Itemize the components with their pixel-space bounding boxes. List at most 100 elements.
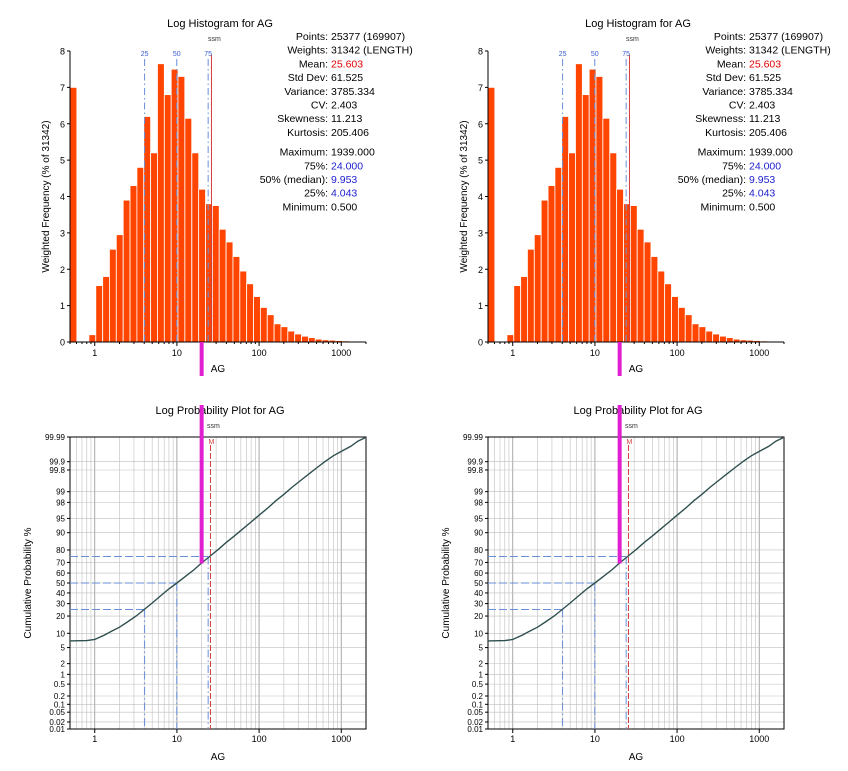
probability-left-y-tick-label: 80 <box>56 546 65 555</box>
histogram-left-bar <box>233 257 240 342</box>
histogram-right-mean-label: ssm <box>626 36 639 43</box>
histogram-left-y-tick-label: 0 <box>60 338 65 348</box>
histogram-right-bar <box>658 271 665 342</box>
histogram-right-bar <box>541 200 548 342</box>
probability-right-y-tick-label: 99.8 <box>467 466 483 475</box>
stat-label: Skewness: <box>695 113 746 125</box>
histogram-right-ylabel: Weighted Frequency (% of 31342) <box>459 120 470 272</box>
probability-left-x-tick-label: 10 <box>172 734 182 744</box>
stat-label: Points: <box>296 31 328 43</box>
stat-label: Std Dev: <box>706 72 746 84</box>
histogram-left-y-tick-label: 4 <box>60 192 65 202</box>
probability-left-y-tick-label: 20 <box>56 612 65 621</box>
histogram-right-bar <box>630 206 637 342</box>
histogram-left-bar <box>308 338 315 342</box>
stat-label: Points: <box>714 31 746 43</box>
histogram-left-y-tick-label: 3 <box>60 228 65 238</box>
histogram-right-y-tick-label: 3 <box>478 228 483 238</box>
histogram-left-bar <box>281 327 288 342</box>
probability-right-y-tick-label: 60 <box>474 569 483 578</box>
probability-left-y-tick-label: 10 <box>56 629 65 638</box>
histogram-right-bar <box>548 186 555 342</box>
probability-left-y-tick-label: 30 <box>56 600 65 609</box>
probability-left-y-tick-label: 40 <box>56 589 65 598</box>
histogram-left-xlabel: AG <box>211 364 226 375</box>
histogram-left-bar <box>260 307 267 342</box>
probability-left-y-tick-label: 99.99 <box>45 433 66 442</box>
probability-right-ylabel: Cumulative Probability % <box>441 527 452 638</box>
stat-label: 50% (median): <box>260 174 328 186</box>
histogram-right-bar <box>569 153 576 342</box>
histogram-left-bar <box>199 189 206 342</box>
probability-left-y-tick-label: 70 <box>56 558 65 567</box>
histogram-right-bar <box>514 286 521 342</box>
probability-right-y-tick-label: 99 <box>474 488 483 497</box>
probability-left-x-tick-label: 1000 <box>331 734 351 744</box>
probability-right-y-tick-label: 0.5 <box>472 680 484 689</box>
stat-label: Maximum: <box>280 147 328 159</box>
stat-label: Minimum: <box>700 201 746 213</box>
histogram-left-bar <box>302 336 309 342</box>
stat-value: 25.603 <box>749 58 781 70</box>
histogram-left-bar <box>151 153 158 342</box>
histogram-left-bar <box>192 153 199 342</box>
histogram-right-bar <box>603 118 610 342</box>
stat-label: 50% (median): <box>678 174 746 186</box>
probability-right-y-tick-label: 98 <box>474 498 483 507</box>
stat-label: 75%: <box>722 160 746 172</box>
probability-right-y-tick-label: 10 <box>474 629 483 638</box>
histogram-right-bar <box>692 324 699 342</box>
histogram-right-bar <box>617 189 624 342</box>
probability-left-y-tick-label: 0.1 <box>54 700 66 709</box>
histogram-right-y-tick-label: 0 <box>478 338 483 348</box>
stat-value: 1939.000 <box>749 147 793 159</box>
histogram-right-xlabel: AG <box>629 364 644 375</box>
histogram-right-bar <box>672 297 679 342</box>
histogram-left-y-tick-label: 6 <box>60 119 65 129</box>
stat-value: 25377 (169907) <box>749 31 823 43</box>
histogram-left-x-tick-label: 10 <box>172 348 182 358</box>
probability-right-xlabel: AG <box>629 752 644 763</box>
stat-value: 61.525 <box>749 72 781 84</box>
histogram-left-y-tick-label: 2 <box>60 265 65 275</box>
stat-label: Maximum: <box>698 147 746 159</box>
probability-left-y-tick-label: 99.8 <box>49 466 65 475</box>
histogram-right-bar <box>685 315 692 342</box>
histogram-left-bar <box>130 186 137 342</box>
probability-left-y-tick-label: 60 <box>56 569 65 578</box>
stat-value: 4.043 <box>331 188 357 200</box>
histogram-left-bar <box>295 334 302 342</box>
stat-label: Weights: <box>705 45 746 57</box>
histogram-left-bar <box>288 331 295 342</box>
histogram-left-x-tick-label: 100 <box>252 348 267 358</box>
histogram-right-bar <box>575 64 582 342</box>
histogram-left-y-tick-label: 5 <box>60 156 65 166</box>
stat-label: CV: <box>729 100 746 112</box>
probability-left-y-tick-label: 2 <box>61 660 66 669</box>
histogram-left-bar <box>254 297 261 342</box>
probability-right-y-tick-label: 80 <box>474 546 483 555</box>
probability-left-y-tick-label: 95 <box>56 514 65 523</box>
histogram-right-bar <box>610 153 617 342</box>
probability-right-group: Log Probability Plot for AGAGCumulative … <box>441 405 784 763</box>
histogram-left-bar <box>274 324 281 342</box>
histogram-left-bar <box>240 271 247 342</box>
histogram-left-quantile-label-50: 50 <box>173 51 181 58</box>
probability-left-y-tick-label: 98 <box>56 498 65 507</box>
stat-label: Std Dev: <box>288 72 328 84</box>
stat-label: Mean: <box>299 58 328 70</box>
histogram-left-ylabel: Weighted Frequency (% of 31342) <box>41 120 52 272</box>
histogram-right-quantile-label-25: 25 <box>559 51 567 58</box>
histogram-left-stats-block: Points:25377 (169907)Weights:31342 (LENG… <box>260 31 413 213</box>
histogram-left-bar <box>267 315 274 342</box>
probability-right-y-tick-label: 70 <box>474 558 483 567</box>
histogram-left-bar <box>103 277 110 342</box>
histogram-left-bar <box>123 200 130 342</box>
histogram-left-bar <box>137 167 144 342</box>
histogram-right-bar <box>699 327 706 342</box>
histogram-left-quantile-label-25: 25 <box>141 51 149 58</box>
stat-label: Kurtosis: <box>705 127 746 139</box>
stat-value: 3785.334 <box>331 86 375 98</box>
histogram-left-bar <box>116 235 123 342</box>
histogram-left-x-tick-label: 1000 <box>331 348 351 358</box>
